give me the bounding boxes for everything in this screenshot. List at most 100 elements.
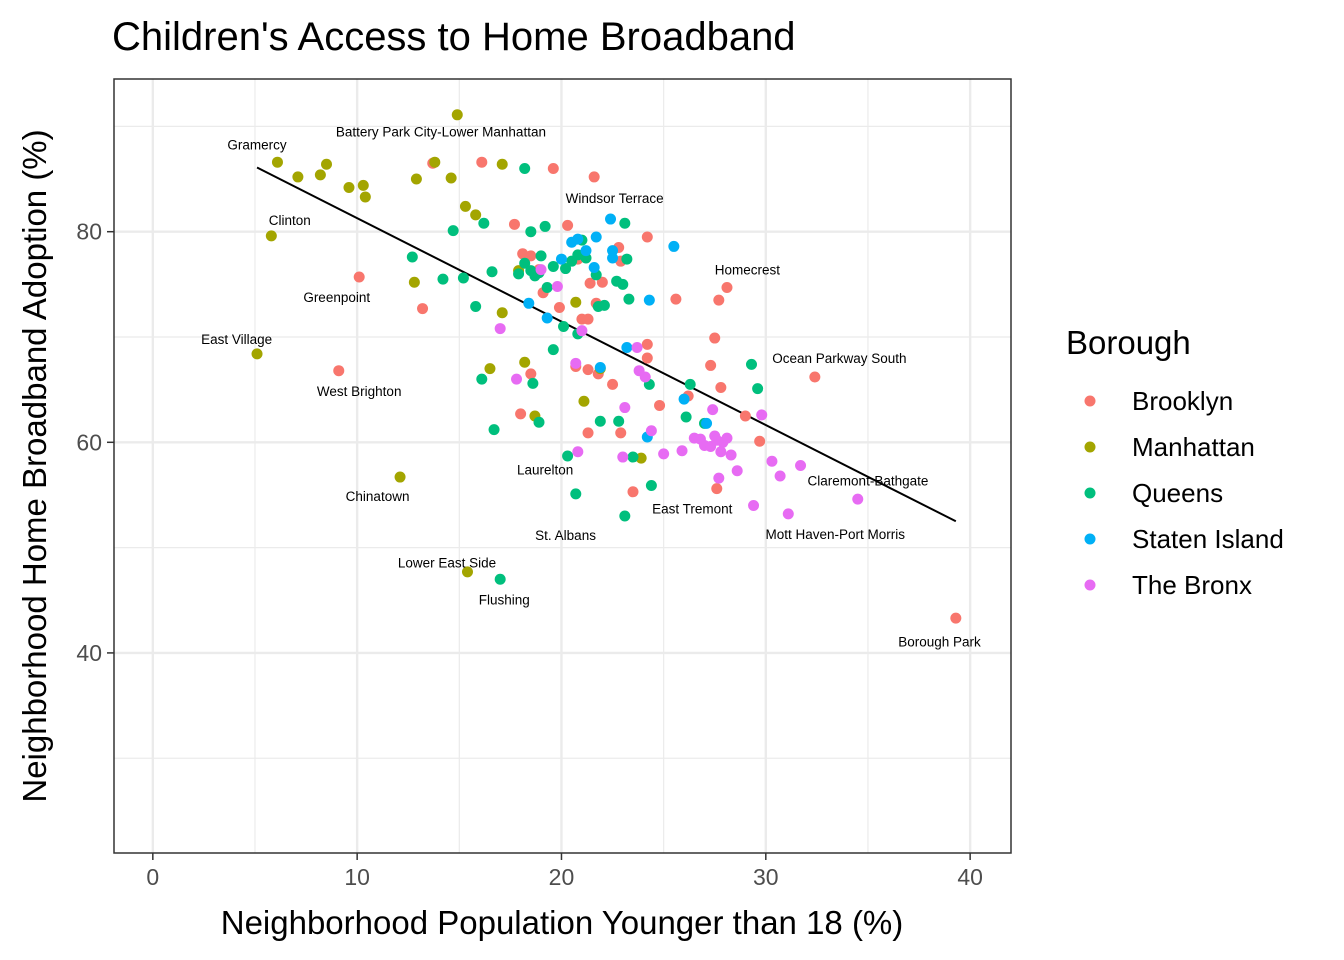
- data-point: [615, 427, 627, 439]
- data-point: [437, 273, 449, 285]
- data-point: [705, 359, 717, 371]
- data-point: [588, 261, 600, 273]
- data-point: [701, 417, 713, 429]
- data-point: [617, 451, 629, 463]
- data-point: [721, 282, 733, 294]
- data-point: [809, 371, 821, 383]
- data-point: [658, 448, 670, 460]
- data-point: [496, 158, 508, 170]
- data-point: [271, 156, 283, 168]
- data-point: [457, 272, 469, 284]
- data-point: [445, 172, 457, 184]
- data-point: [711, 483, 723, 495]
- data-point: [852, 493, 864, 505]
- data-point: [535, 250, 547, 262]
- data-point: [461, 566, 473, 578]
- data-point: [314, 169, 326, 181]
- data-point: [406, 251, 418, 263]
- legend-label: Queens: [1132, 478, 1223, 508]
- data-point: [333, 365, 345, 377]
- data-point: [725, 449, 737, 461]
- data-point: [670, 293, 682, 305]
- x-tick-label: 20: [549, 864, 575, 890]
- data-point: [641, 338, 653, 350]
- point-annotation: Claremont-Bathgate: [808, 473, 929, 488]
- data-point: [654, 399, 666, 411]
- data-point: [590, 231, 602, 243]
- data-point: [572, 446, 584, 458]
- data-point: [754, 435, 766, 447]
- data-point: [739, 410, 751, 422]
- legend-label: Manhattan: [1132, 432, 1255, 462]
- data-point: [321, 158, 333, 170]
- data-point: [527, 377, 539, 389]
- data-point: [551, 280, 563, 292]
- data-point: [535, 264, 547, 276]
- trend-line-group: [256, 166, 957, 523]
- data-point: [570, 488, 582, 500]
- point-annotation: Homecrest: [715, 263, 781, 278]
- data-point: [394, 471, 406, 483]
- data-point: [292, 171, 304, 183]
- y-tick-label: 40: [76, 640, 102, 666]
- legend-item: Queens: [1084, 478, 1223, 508]
- data-point: [511, 373, 523, 385]
- legend-item: Manhattan: [1084, 432, 1255, 462]
- data-point: [343, 181, 355, 193]
- chart-title: Children's Access to Home Broadband: [112, 15, 796, 59]
- data-point: [721, 432, 733, 444]
- data-point: [429, 156, 441, 168]
- data-point: [578, 395, 590, 407]
- series-staten-island: [523, 213, 713, 443]
- data-point: [417, 303, 429, 315]
- data-point: [621, 253, 633, 265]
- data-point: [496, 307, 508, 319]
- data-point: [621, 342, 633, 354]
- data-point: [576, 325, 588, 337]
- data-point: [547, 163, 559, 175]
- point-annotation: Borough Park: [898, 634, 981, 649]
- point-annotation: Flushing: [479, 592, 530, 607]
- data-point: [353, 271, 365, 283]
- data-point: [541, 282, 553, 294]
- point-annotation: Gramercy: [227, 137, 287, 152]
- data-point: [605, 213, 617, 225]
- data-point: [513, 268, 525, 280]
- point-annotation: Battery Park City-Lower Manhattan: [336, 125, 546, 140]
- point-annotation: Greenpoint: [303, 290, 370, 305]
- x-axis-title: Neighborhood Population Younger than 18 …: [221, 904, 904, 941]
- data-point: [519, 356, 531, 368]
- legend-title: Borough: [1066, 324, 1191, 361]
- point-annotation: East Tremont: [652, 502, 733, 517]
- data-point: [635, 452, 647, 464]
- data-point: [470, 209, 482, 221]
- data-point: [525, 226, 537, 238]
- legend-key: [1084, 579, 1096, 591]
- data-point: [748, 499, 760, 511]
- data-point: [627, 451, 639, 463]
- data-point: [533, 416, 545, 428]
- data-point: [715, 382, 727, 394]
- data-point: [525, 250, 537, 262]
- legend-item: Staten Island: [1084, 524, 1284, 554]
- data-point: [476, 373, 488, 385]
- point-annotation: Laurelton: [517, 463, 573, 478]
- y-tick-label: 80: [76, 219, 102, 245]
- plot-panel-border: [113, 78, 1012, 854]
- data-point: [519, 257, 531, 269]
- data-point: [459, 200, 471, 212]
- data-point: [478, 217, 490, 229]
- data-point: [756, 409, 768, 421]
- axis-ticks: 0 10 20 30 40 40 60 80: [76, 219, 983, 890]
- data-point: [645, 425, 657, 437]
- data-point: [359, 191, 371, 203]
- data-point: [713, 472, 725, 484]
- data-point: [707, 404, 719, 416]
- point-annotation: Mott Haven-Port Morris: [766, 527, 906, 542]
- data-point: [555, 253, 567, 265]
- data-point: [523, 297, 535, 309]
- data-point: [623, 293, 635, 305]
- data-point: [410, 173, 422, 185]
- legend: Brooklyn Manhattan Queens Staten Island The …: [1084, 386, 1284, 600]
- data-point: [639, 371, 651, 383]
